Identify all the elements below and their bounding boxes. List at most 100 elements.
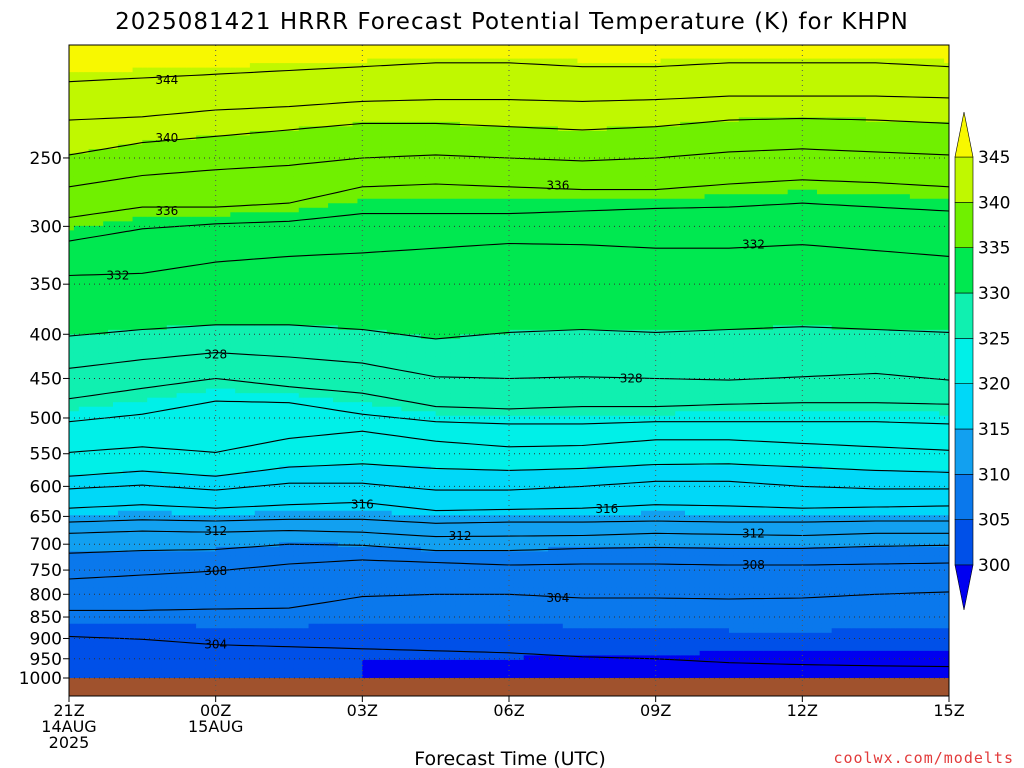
- field-cell: [147, 266, 153, 272]
- field-cell: [196, 58, 202, 64]
- field-cell: [127, 347, 134, 354]
- field-cell: [176, 135, 183, 141]
- field-cell: [191, 596, 197, 602]
- field-cell: [191, 248, 197, 254]
- field-cell: [103, 194, 109, 200]
- field-cell: [117, 655, 124, 661]
- field-cell: [108, 361, 114, 367]
- field-cell: [220, 628, 227, 634]
- field-cell: [137, 402, 143, 408]
- field-cell: [73, 302, 80, 308]
- field-cell: [83, 528, 90, 534]
- field-cell: [230, 311, 236, 317]
- field-cell: [137, 583, 143, 589]
- field-cell: [117, 243, 124, 250]
- field-cell: [132, 560, 139, 566]
- field-cell: [210, 569, 217, 575]
- field-cell: [122, 257, 129, 263]
- field-cell: [78, 483, 85, 489]
- field-cell: [196, 447, 202, 453]
- field-cell: [220, 637, 227, 643]
- field-cell: [196, 284, 202, 290]
- field-cell: [201, 67, 207, 73]
- field-cell: [122, 447, 129, 453]
- field-cell: [157, 402, 163, 408]
- field-cell: [157, 334, 163, 340]
- field-cell: [83, 411, 90, 417]
- field-cell: [69, 650, 75, 656]
- field-cell: [142, 497, 148, 503]
- field-cell: [83, 470, 90, 476]
- field-cell: [122, 474, 129, 480]
- field-cell: [83, 375, 90, 381]
- field-cell: [220, 560, 227, 566]
- field-cell: [161, 596, 168, 602]
- field-cell: [210, 243, 217, 250]
- field-cell: [220, 415, 227, 421]
- field-cell: [205, 216, 212, 222]
- field-cell: [235, 243, 241, 250]
- field-cell: [142, 460, 148, 467]
- field-cell: [78, 311, 85, 317]
- field-cell: [98, 366, 104, 372]
- field-cell: [98, 596, 104, 602]
- field-cell: [127, 63, 134, 69]
- field-cell: [122, 130, 129, 137]
- field-cell: [142, 203, 148, 209]
- field-cell: [181, 429, 187, 435]
- field-cell: [205, 515, 212, 521]
- field-cell: [196, 239, 202, 245]
- field-cell: [220, 130, 227, 137]
- field-cell: [142, 271, 148, 277]
- field-cell: [205, 415, 212, 421]
- field-cell: [103, 139, 109, 146]
- field-cell: [108, 252, 114, 259]
- field-cell: [142, 275, 148, 281]
- field-cell: [157, 429, 163, 435]
- field-cell: [137, 207, 143, 213]
- field-cell: [142, 587, 148, 593]
- field-cell: [196, 601, 202, 607]
- field-cell: [122, 433, 129, 439]
- field-cell: [103, 641, 109, 647]
- field-cell: [205, 293, 212, 299]
- field-cell: [113, 583, 119, 589]
- field-cell: [176, 646, 183, 652]
- field-cell: [181, 515, 187, 521]
- field-cell: [181, 198, 187, 204]
- field-cell: [186, 148, 192, 155]
- field-cell: [142, 501, 148, 507]
- field-cell: [108, 673, 114, 679]
- field-cell: [230, 320, 236, 326]
- field-cell: [205, 510, 212, 516]
- field-cell: [108, 320, 114, 326]
- field-cell: [201, 230, 207, 236]
- field-cell: [215, 257, 222, 263]
- field-cell: [161, 121, 168, 127]
- field-cell: [210, 551, 217, 557]
- field-cell: [215, 334, 222, 340]
- field-cell: [142, 533, 148, 539]
- field-cell: [103, 243, 109, 250]
- field-cell: [186, 411, 192, 417]
- field-cell: [205, 54, 212, 60]
- field-cell: [93, 542, 99, 548]
- field-cell: [176, 583, 183, 589]
- field-cell: [205, 126, 212, 132]
- field-cell: [142, 388, 148, 394]
- field-cell: [191, 108, 197, 114]
- field-cell: [220, 673, 227, 679]
- field-cell: [103, 49, 109, 55]
- field-cell: [191, 370, 197, 376]
- field-cell: [132, 189, 139, 195]
- field-cell: [220, 601, 227, 607]
- field-cell: [88, 58, 95, 64]
- field-cell: [78, 393, 85, 399]
- field-cell: [88, 424, 95, 430]
- field-cell: [132, 533, 139, 539]
- field-cell: [132, 637, 139, 643]
- field-cell: [142, 162, 148, 168]
- field-cell: [225, 411, 231, 417]
- field-cell: [137, 442, 143, 449]
- field-cell: [176, 248, 183, 254]
